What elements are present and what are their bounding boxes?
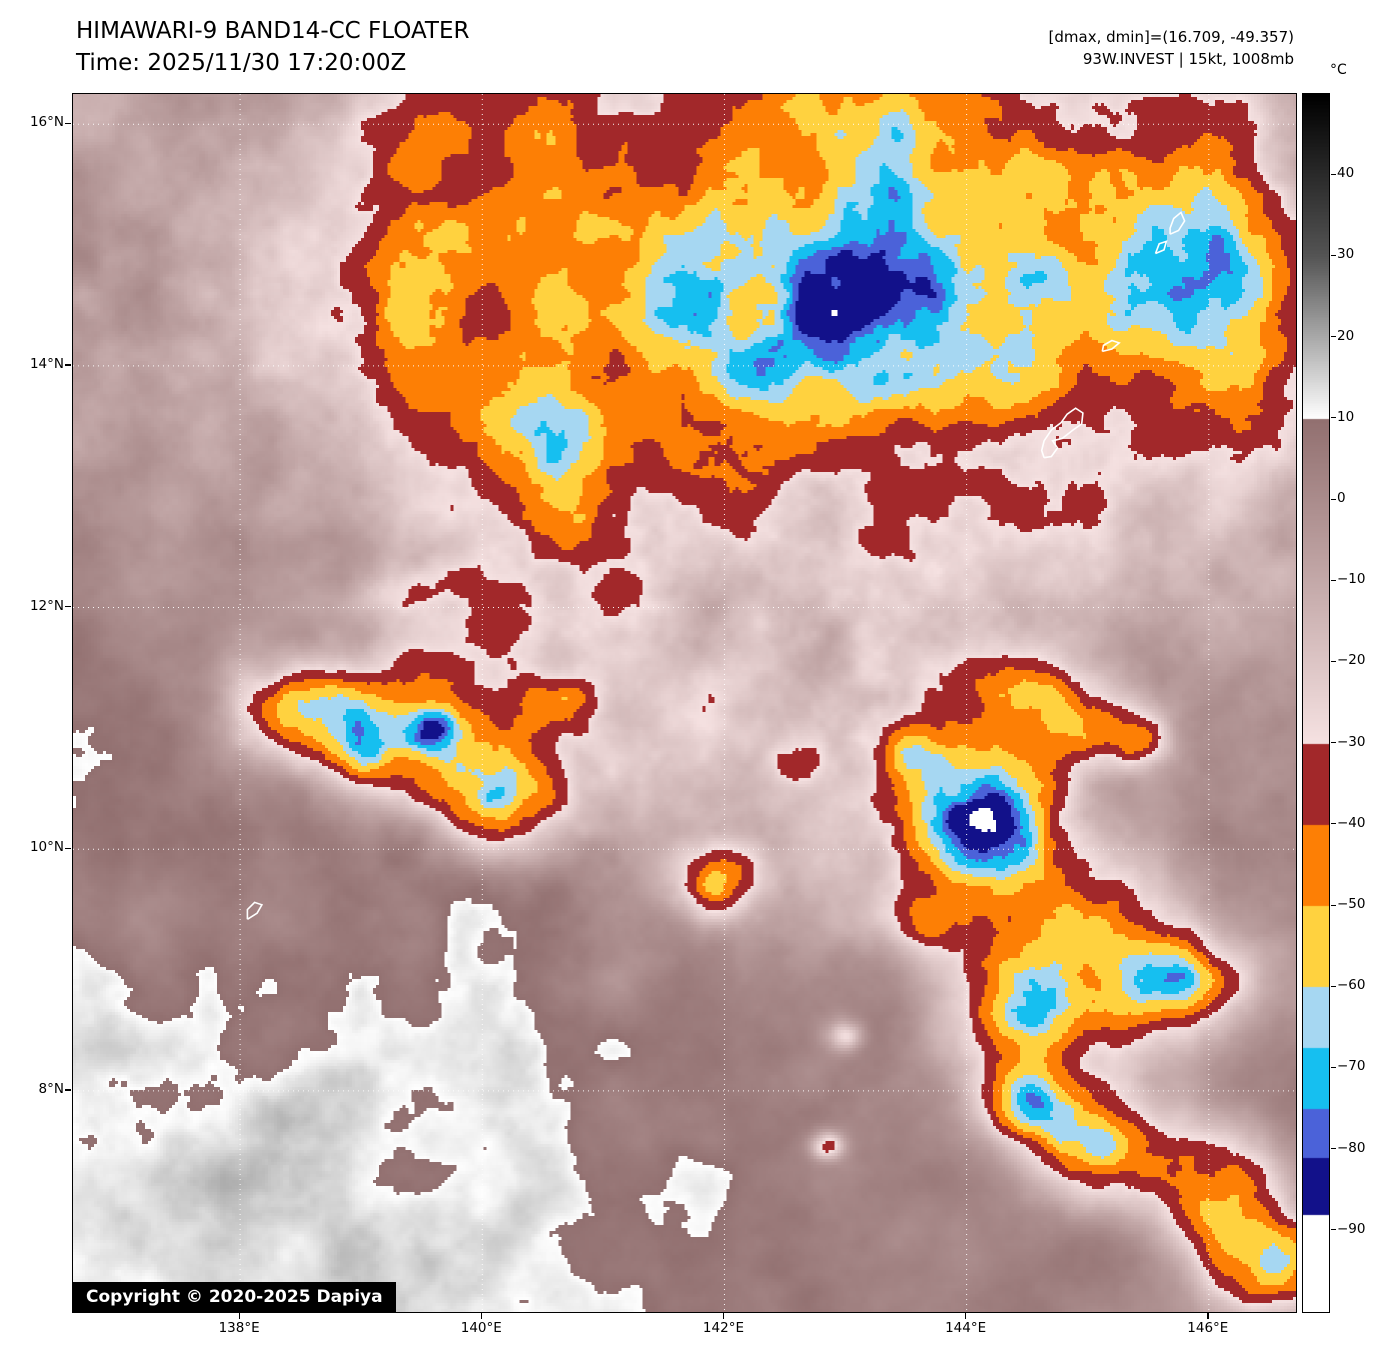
satellite-image-canvas (73, 94, 1296, 1312)
dmax-dmin-label: [dmax, dmin]=(16.709, -49.357) (1048, 28, 1294, 46)
island-outline-yap (246, 901, 264, 920)
colorbar-gradient (1303, 94, 1329, 1312)
island-outline-tinian (1154, 240, 1168, 255)
axis-tick (65, 1089, 71, 1091)
island-outline-saipan (1169, 211, 1186, 235)
axis-tick (480, 1312, 482, 1319)
colorbar-tick-label: 30 (1337, 246, 1355, 263)
colorbar-tick-label: −50 (1337, 896, 1366, 912)
x-axis-label: 140°E (460, 1320, 502, 1336)
x-axis-label: 146°E (1187, 1320, 1229, 1336)
colorbar-tick (1331, 498, 1336, 500)
axis-tick (65, 122, 71, 124)
colorbar-tick-label: −70 (1337, 1058, 1366, 1075)
colorbar-tick-label: −90 (1337, 1220, 1366, 1237)
copyright-label: Copyright © 2020-2025 Dapiya (73, 1282, 396, 1312)
colorbar-tick-label: 10 (1337, 408, 1355, 425)
colorbar-tick (1331, 1148, 1336, 1150)
colorbar-unit-label: °C (1330, 62, 1347, 78)
y-axis-label: 14°N (29, 355, 64, 372)
colorbar-tick (1331, 579, 1336, 581)
colorbar-tick (1331, 823, 1336, 825)
colorbar-tick (1331, 254, 1336, 257)
y-axis-label: 10°N (29, 839, 64, 856)
axis-tick (1207, 1312, 1209, 1319)
x-axis-label: 142°E (702, 1320, 744, 1336)
colorbar-tick-label: −80 (1337, 1139, 1366, 1156)
colorbar-tick-label: −20 (1337, 652, 1366, 669)
x-axis-label: 144°E (945, 1320, 987, 1336)
colorbar-tick (1331, 1066, 1336, 1069)
colorbar-tick-label: −30 (1337, 733, 1366, 750)
colorbar-tick-label: 20 (1337, 327, 1355, 344)
storm-info-label: 93W.INVEST | 15kt, 1008mb (1082, 50, 1294, 68)
colorbar-tick (1331, 336, 1336, 338)
x-axis-label: 138°E (218, 1320, 260, 1336)
axis-tick (65, 606, 71, 608)
colorbar (1302, 93, 1330, 1313)
island-outline-guam (1040, 407, 1084, 459)
colorbar-tick-label: 40 (1337, 165, 1355, 182)
colorbar-tick-label: −60 (1337, 977, 1366, 994)
colorbar-tick-label: −40 (1337, 814, 1366, 831)
colorbar-tick (1331, 1229, 1336, 1231)
colorbar-tick-label: 0 (1337, 490, 1346, 506)
axis-tick (722, 1312, 725, 1319)
y-axis-label: 8°N (38, 1080, 64, 1097)
colorbar-tick (1331, 985, 1336, 987)
colorbar-tick (1331, 904, 1336, 906)
colorbar-tick (1331, 173, 1336, 175)
axis-tick (65, 847, 71, 849)
colorbar-tick (1331, 660, 1336, 663)
satellite-map: Copyright © 2020-2025 Dapiya (72, 93, 1297, 1313)
island-outline-rota (1101, 339, 1121, 353)
axis-tick (965, 1312, 967, 1319)
map-overlay (73, 94, 1296, 1312)
colorbar-tick (1331, 742, 1336, 744)
y-axis-label: 12°N (29, 597, 64, 614)
colorbar-tick-label: −10 (1337, 571, 1366, 588)
colorbar-tick (1331, 417, 1336, 419)
axis-tick (238, 1312, 240, 1319)
y-axis-label: 16°N (29, 114, 64, 131)
axis-tick (65, 364, 71, 366)
page-title: HIMAWARI-9 BAND14-CC FLOATER (76, 18, 470, 44)
time-label: Time: 2025/11/30 17:20:00Z (76, 50, 407, 76)
